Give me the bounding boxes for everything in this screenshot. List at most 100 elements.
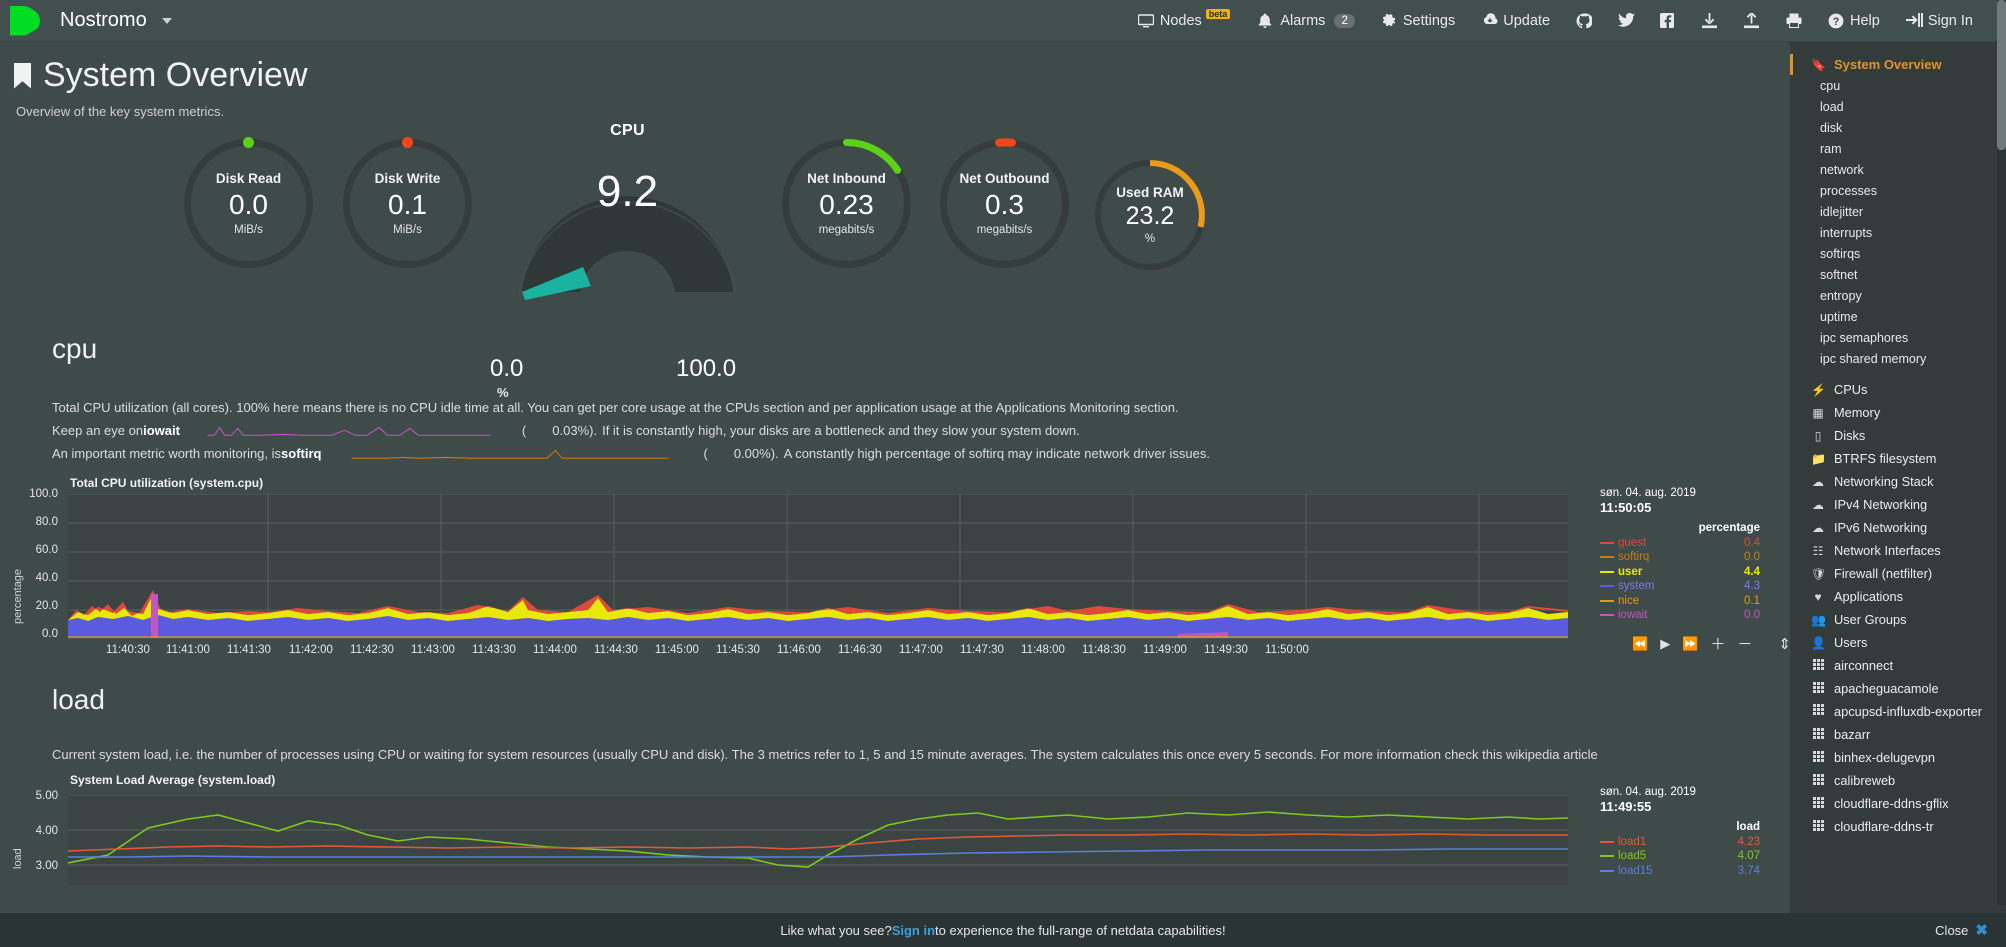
chart-back-button[interactable]: ⏪ — [1632, 635, 1649, 651]
legend-name: load5 — [1618, 850, 1647, 862]
sidebar-item-calibreweb[interactable]: calibreweb — [1790, 769, 2006, 792]
legend-dash-icon — [1600, 599, 1614, 602]
sidebar-item-applications[interactable]: ♥ Applications — [1790, 585, 2006, 608]
xtick: 11:42:30 — [350, 644, 394, 656]
nav-item-sign-in[interactable]: Sign In — [1893, 0, 1986, 42]
chart-resize-handle[interactable]: ⇕ — [1778, 635, 1790, 653]
legend-row[interactable]: softirq 0.0 — [1600, 550, 1760, 565]
nav-item-export[interactable] — [1731, 0, 1773, 42]
sidebar-item-interrupts[interactable]: interrupts — [1820, 225, 1873, 240]
sidebar-item-firewall-netfilter[interactable]: 🛡 Firewall (netfilter) — [1790, 562, 2006, 585]
chart-canvas-system-load[interactable] — [68, 795, 1568, 885]
legend-row[interactable]: user 4.4 — [1600, 565, 1760, 580]
nav-item-alarms[interactable]: Alarms 2 — [1245, 0, 1368, 42]
sidebar-item-cpu[interactable]: cpu — [1820, 78, 1841, 93]
close-icon[interactable]: ✖ — [1975, 922, 1988, 939]
nav-item-facebook[interactable] — [1647, 0, 1689, 42]
sidebar-item-ipv4-networking[interactable]: ☁ IPv4 Networking — [1790, 493, 2006, 516]
sidebar-item-networking-stack[interactable]: ☁ Networking Stack — [1790, 470, 2006, 493]
nav-item-settings[interactable]: Settings — [1368, 0, 1468, 42]
brand-name[interactable]: Nostromo — [60, 9, 173, 32]
chart-zoom-out-button[interactable]: － — [1737, 636, 1753, 653]
grid-icon — [1811, 773, 1825, 788]
sidebar-item-apacheguacamole[interactable]: apacheguacamole — [1790, 677, 2006, 700]
ytick: 4.00 — [35, 825, 58, 837]
sidebar-item-system-overview[interactable]: 🔖 System Overview — [1790, 54, 2006, 75]
legend-unit: load — [1736, 821, 1760, 833]
sidebar-item-ipv6-networking[interactable]: ☁ IPv6 Networking — [1790, 516, 2006, 539]
chart-system-cpu[interactable]: Total CPU utilization (system.cpu) perce… — [0, 476, 1790, 656]
sidebar-item-processes[interactable]: processes — [1820, 183, 1877, 198]
sidebar-item-cpus[interactable]: ⚡ CPUs — [1790, 378, 2006, 401]
right-sidebar: 🔖 System Overview cpu load disk ram netw… — [1790, 42, 2006, 947]
sidebar-item-memory[interactable]: ▦ Memory — [1790, 401, 2006, 424]
sidebar-item-ram[interactable]: ram — [1820, 141, 1842, 156]
sidebar-item-load[interactable]: load — [1820, 99, 1844, 114]
gauge-disk-read[interactable]: Disk Read 0.0 MiB/s — [180, 135, 317, 272]
nav-item-update[interactable]: Update — [1468, 0, 1563, 42]
chart-system-load[interactable]: System Load Average (system.load) load 5… — [0, 773, 1790, 885]
sidebar-item-btrfs-filesystem[interactable]: 📁 BTRFS filesystem — [1790, 447, 2006, 470]
sidebar-item-disk[interactable]: disk — [1820, 120, 1843, 135]
nav-item-import[interactable] — [1689, 0, 1731, 42]
grid-icon — [1811, 704, 1825, 718]
legend-row[interactable]: system 4.3 — [1600, 579, 1760, 594]
page-scrollbar-track[interactable] — [1997, 0, 2006, 905]
chart-play-button[interactable]: ▶ — [1660, 635, 1671, 651]
main-content: System Overview Overview of the key syst… — [0, 42, 1790, 947]
sidebar-item-binhex-delugevpn[interactable]: binhex-delugevpn — [1790, 746, 2006, 769]
gauge-used-ram[interactable]: Used RAM 23.2 % — [1092, 157, 1208, 273]
banner-sign-in-link[interactable]: Sign in — [891, 922, 936, 938]
nav-item-print[interactable] — [1773, 0, 1815, 42]
sidebar-item-ipc-shared-memory[interactable]: ipc shared memory — [1820, 351, 1927, 366]
legend-row[interactable]: load5 4.07 — [1600, 849, 1760, 864]
sidebar-item-softnet[interactable]: softnet — [1820, 267, 1858, 282]
gauge-title: Disk Read — [215, 171, 282, 187]
sidebar-item-bazarr[interactable]: bazarr — [1790, 723, 2006, 746]
legend-time: 11:49:55 — [1600, 798, 1652, 814]
legend-row[interactable]: iowait 0.0 — [1600, 608, 1760, 623]
sidebar-item-entropy[interactable]: entropy — [1820, 288, 1862, 303]
banner-close-button[interactable]: Close ✖ — [1935, 921, 1988, 939]
gauge-disk-write[interactable]: Disk Write 0.1 MiB/s — [339, 135, 476, 272]
monitor-icon — [1137, 13, 1154, 29]
sidebar-item-apcupsd-influxdb-exporter[interactable]: apcupsd-influxdb-exporter — [1790, 700, 2006, 723]
sidebar-item-disks[interactable]: ▯ Disks — [1790, 424, 2006, 447]
cpu-p2-value: 0.03%). — [552, 423, 598, 438]
sidebar-item-airconnect[interactable]: airconnect — [1790, 654, 2006, 677]
chart-zoom-in-button[interactable]: ＋ — [1710, 636, 1726, 653]
alarms-count-badge: 2 — [1334, 13, 1355, 28]
sidebar-item-user-groups[interactable]: 👥 User Groups — [1790, 608, 2006, 631]
sidebar-item-softirqs[interactable]: softirqs — [1820, 246, 1861, 261]
chart-controls-system-cpu[interactable]: ⏪ ▶ ⏩ ＋ － ⇕ — [1632, 633, 1790, 654]
gauge-net-outbound[interactable]: Net Outbound 0.3 megabits/s — [936, 135, 1073, 272]
sidebar-item-network-interfaces[interactable]: ☷ Network Interfaces — [1790, 539, 2006, 562]
nav-item-nodes[interactable]: Nodes beta — [1125, 0, 1245, 42]
sidebar-item-network[interactable]: network — [1820, 162, 1864, 177]
cloud-icon: ☁ — [1812, 497, 1824, 512]
brand-label: Nostromo — [60, 9, 147, 31]
legend-row[interactable]: load15 3.74 — [1600, 864, 1760, 879]
nav-item-github[interactable] — [1563, 0, 1605, 42]
page-scrollbar-thumb[interactable] — [1997, 0, 2006, 150]
gauge-net-inbound[interactable]: Net Inbound 0.23 megabits/s — [778, 135, 915, 272]
legend-row[interactable]: load1 4.23 — [1600, 835, 1760, 850]
nav-item-twitter[interactable] — [1605, 0, 1647, 42]
gauge-cpu[interactable]: CPU 9.2 — [505, 122, 750, 312]
sidebar-item-cloudflare-ddns-gflix[interactable]: cloudflare-ddns-gflix — [1790, 792, 2006, 815]
legend-row[interactable]: guest 0.4 — [1600, 536, 1760, 551]
sitemap-icon: ☷ — [1812, 543, 1824, 558]
sidebar-item-users[interactable]: 👤 Users — [1790, 631, 2006, 654]
print-icon — [1786, 13, 1802, 29]
sidebar-item-idlejitter[interactable]: idlejitter — [1820, 204, 1864, 219]
chevron-down-icon[interactable] — [162, 17, 173, 24]
netdata-logo-icon[interactable] — [10, 5, 44, 36]
sidebar-item-uptime[interactable]: uptime — [1820, 309, 1858, 324]
sidebar-item-label: IPv4 Networking — [1834, 497, 1928, 512]
sidebar-item-cloudflare-ddns-tr[interactable]: cloudflare-ddns-tr — [1790, 815, 2006, 838]
legend-row[interactable]: nice 0.1 — [1600, 594, 1760, 609]
nav-item-help[interactable]: ? Help — [1815, 0, 1893, 42]
chart-canvas-system-cpu[interactable] — [68, 494, 1568, 639]
sidebar-item-ipc-semaphores[interactable]: ipc semaphores — [1820, 330, 1909, 345]
chart-forward-button[interactable]: ⏩ — [1682, 635, 1699, 651]
